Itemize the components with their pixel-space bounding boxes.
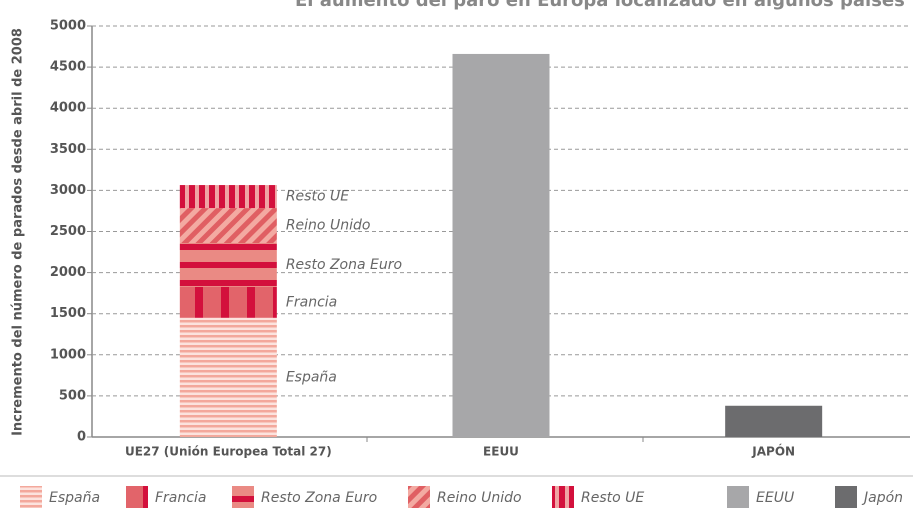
legend-label: Resto Zona Euro bbox=[261, 490, 377, 506]
segment-label: Resto UE bbox=[286, 189, 349, 205]
legend-label: EEUU bbox=[756, 490, 794, 506]
bar-segment bbox=[179, 286, 277, 318]
bar-segment bbox=[179, 208, 277, 244]
chart-title: El aumento del paro en Europa localizado… bbox=[295, 0, 905, 11]
legend-label: España bbox=[49, 490, 100, 506]
legend-label: Resto UE bbox=[581, 490, 644, 506]
bar-segment bbox=[452, 53, 550, 437]
legend-swatch bbox=[126, 486, 148, 508]
segment-label: Reino Unido bbox=[286, 218, 371, 234]
y-tick-label: 3500 bbox=[50, 142, 86, 157]
legend-label: Reino Unido bbox=[437, 490, 522, 506]
segment-label: España bbox=[286, 369, 337, 385]
x-tick-label: UE27 (Unión Europea Total 27) bbox=[125, 445, 332, 459]
y-tick-label: 4500 bbox=[50, 60, 86, 75]
y-tick-label: 2500 bbox=[50, 224, 86, 239]
bar-segment bbox=[179, 185, 277, 209]
x-tick-label: JAPÓN bbox=[751, 444, 795, 459]
y-tick-label: 500 bbox=[59, 388, 86, 403]
y-tick-label: 3000 bbox=[50, 183, 86, 198]
legend-swatch bbox=[232, 486, 254, 508]
y-tick-label: 1000 bbox=[50, 347, 86, 362]
y-tick-label: 5000 bbox=[50, 19, 86, 34]
bar-segment bbox=[725, 405, 823, 437]
y-axis-label: Incremento del número de parados desde a… bbox=[11, 28, 26, 436]
legend-label: Francia bbox=[155, 490, 206, 506]
y-tick-label: 0 bbox=[77, 430, 86, 445]
bar-segment bbox=[179, 317, 277, 437]
legend-swatch bbox=[408, 486, 430, 508]
y-tick-label: 4000 bbox=[50, 101, 86, 116]
y-tick-label: 1500 bbox=[50, 306, 86, 321]
legend-swatch bbox=[727, 486, 749, 508]
legend-label: Japón bbox=[861, 490, 903, 506]
x-tick-label: EEUU bbox=[483, 445, 519, 459]
segment-label: Resto Zona Euro bbox=[286, 257, 402, 273]
legend-swatch bbox=[552, 486, 574, 508]
legend-swatch bbox=[20, 486, 42, 508]
y-tick-label: 2000 bbox=[50, 265, 86, 280]
bar-segment bbox=[179, 243, 277, 287]
segment-label: Francia bbox=[286, 294, 337, 310]
legend-swatch bbox=[835, 486, 857, 508]
